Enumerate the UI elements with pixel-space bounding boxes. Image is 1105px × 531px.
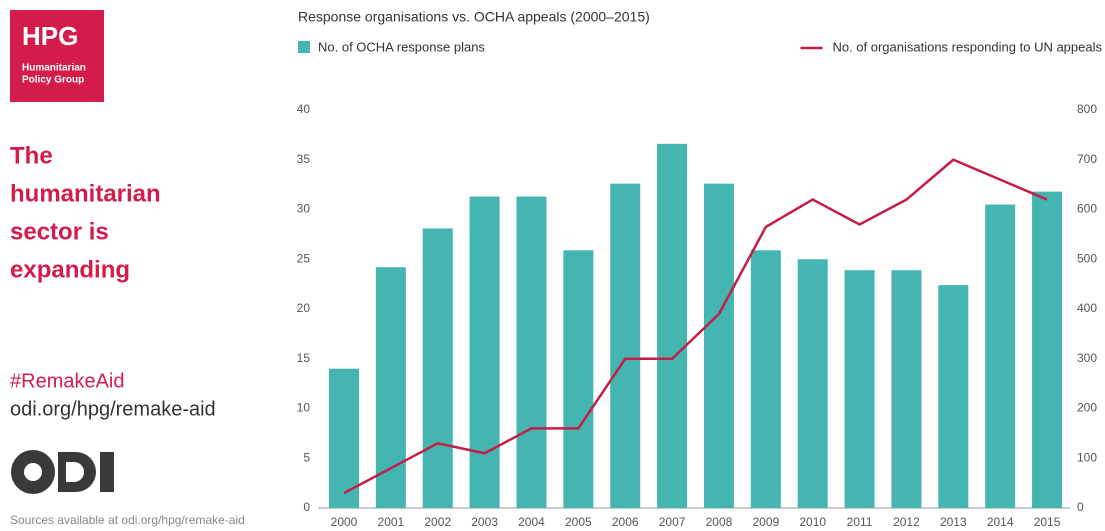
- bar: [703, 183, 734, 508]
- headline: sector is: [10, 218, 109, 245]
- logo-box: [10, 10, 104, 102]
- x-tick-label: 2007: [659, 515, 686, 529]
- y-tick-label: 0: [303, 500, 310, 514]
- x-tick-label: 2000: [331, 515, 358, 529]
- x-tick-label: 2008: [706, 515, 733, 529]
- x-tick-label: 2012: [893, 515, 920, 529]
- bar: [891, 270, 922, 508]
- y-tick-label: 25: [297, 251, 311, 265]
- odi-logo: [11, 450, 114, 494]
- bar: [610, 183, 641, 508]
- y-tick-label: 10: [297, 401, 311, 415]
- y-tick-label: 5: [303, 450, 310, 464]
- x-tick-label: 2005: [565, 515, 592, 529]
- bar: [563, 250, 594, 509]
- y2-tick-label: 300: [1077, 351, 1097, 365]
- x-tick-label: 2013: [940, 515, 967, 529]
- logo-line: Humanitarian: [22, 63, 86, 74]
- x-tick-label: 2002: [424, 515, 451, 529]
- x-tick-label: 2006: [612, 515, 639, 529]
- y2-tick-label: 700: [1077, 152, 1097, 166]
- chart-title: Response organisations vs. OCHA appeals …: [298, 9, 650, 25]
- bar: [422, 228, 453, 508]
- x-tick-label: 2003: [471, 515, 498, 529]
- y-tick-label: 40: [297, 102, 311, 116]
- link: odi.org/hpg/remake-aid: [10, 398, 216, 420]
- y2-tick-label: 500: [1077, 251, 1097, 265]
- bar: [657, 143, 688, 508]
- bar: [469, 196, 500, 508]
- headline: expanding: [10, 256, 130, 283]
- bar: [750, 250, 781, 509]
- sources: Sources available at odi.org/hpg/remake-…: [10, 513, 245, 527]
- y2-tick-label: 100: [1077, 450, 1097, 464]
- legend-swatch: [298, 41, 310, 53]
- y2-tick-label: 200: [1077, 401, 1097, 415]
- x-tick-label: 2001: [378, 515, 405, 529]
- legend-label: No. of OCHA response plans: [318, 39, 485, 54]
- line: [343, 158, 1048, 495]
- y-tick-label: 20: [297, 301, 311, 315]
- y-tick-label: 15: [297, 351, 311, 365]
- y2-tick-label: 0: [1077, 500, 1084, 514]
- headline: The: [10, 142, 53, 169]
- legend-label: No. of organisations responding to UN ap…: [832, 39, 1102, 54]
- logo-line: Policy Group: [22, 75, 84, 86]
- bar: [844, 270, 875, 508]
- bar: [329, 368, 359, 508]
- bar: [1032, 191, 1063, 508]
- x-tick-label: 2011: [847, 515, 873, 529]
- y2-tick-label: 400: [1077, 301, 1097, 315]
- x-tick-label: 2014: [987, 515, 1014, 529]
- y2-tick-label: 800: [1077, 102, 1097, 116]
- x-tick-label: 2010: [799, 515, 826, 529]
- bar: [938, 285, 969, 508]
- bar: [375, 267, 406, 508]
- logo-title: HPG: [22, 21, 78, 51]
- y-tick-label: 35: [297, 152, 311, 166]
- hashtag: #RemakeAid: [10, 370, 125, 392]
- x-tick-label: 2004: [518, 515, 545, 529]
- x-tick-label: 2009: [752, 515, 779, 529]
- y-tick-label: 30: [297, 202, 311, 216]
- bar: [516, 196, 547, 508]
- bar: [985, 204, 1016, 508]
- y2-tick-label: 600: [1077, 202, 1097, 216]
- bar: [797, 259, 828, 508]
- headline: humanitarian: [10, 180, 161, 207]
- x-tick-label: 2015: [1034, 515, 1061, 529]
